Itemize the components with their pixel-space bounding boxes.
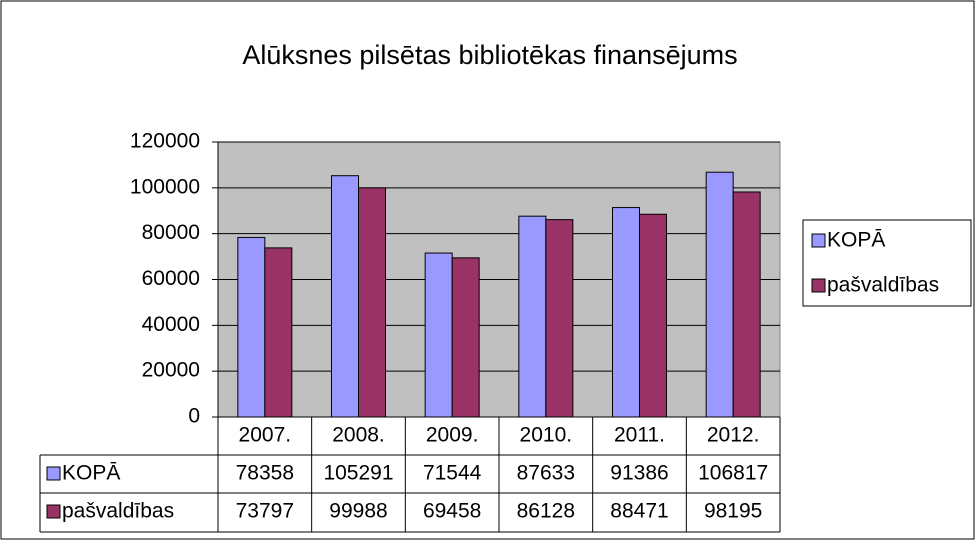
table-legend-key	[46, 466, 61, 481]
table-value: 106817	[698, 462, 768, 485]
table-value: 87633	[517, 462, 575, 485]
bar	[545, 219, 574, 418]
table-value: 71544	[423, 462, 482, 485]
table-row-label: pašvaldības	[62, 500, 174, 523]
table-row-label: KOPĀ	[62, 462, 120, 485]
bar	[331, 175, 359, 418]
table-value: 99988	[329, 500, 387, 523]
bar	[358, 187, 386, 418]
x-tick-label: 2010.	[520, 424, 573, 447]
chart-title: Alūksnes pilsētas bibliotēkas finansējum…	[242, 40, 737, 70]
y-tick-label: 120000	[130, 130, 200, 153]
y-tick-label: 100000	[130, 175, 200, 198]
table-legend-key	[46, 504, 61, 519]
table-value: 78358	[236, 462, 294, 485]
table-value: 91386	[610, 462, 668, 485]
legend-box	[802, 219, 972, 307]
legend-key	[811, 278, 826, 293]
bar	[518, 215, 547, 418]
bar	[451, 257, 480, 418]
x-tick-label: 2012.	[707, 424, 760, 447]
x-tick-label: 2011.	[614, 424, 665, 447]
y-tick-label: 0	[188, 405, 200, 428]
y-tick-label: 60000	[142, 267, 200, 290]
bar	[639, 213, 667, 418]
x-tick-label: 2008.	[332, 424, 385, 447]
bar	[237, 236, 266, 418]
bar	[732, 191, 761, 418]
table-value: 105291	[323, 462, 393, 485]
y-tick-label: 40000	[142, 313, 200, 336]
y-tick-label: 80000	[142, 221, 200, 244]
y-tick-label: 20000	[142, 359, 200, 382]
table-value: 98195	[704, 500, 762, 523]
table-value: 73797	[236, 500, 294, 523]
x-tick-label: 2007.	[239, 424, 292, 447]
table-value: 86128	[517, 500, 575, 523]
bar	[424, 252, 453, 418]
x-tick-label: 2009.	[426, 424, 479, 447]
legend-label: KOPĀ	[827, 229, 885, 252]
bar	[612, 207, 640, 418]
bar	[705, 171, 734, 418]
bar	[264, 247, 293, 418]
table-value: 88471	[610, 500, 668, 523]
legend-label: pašvaldības	[827, 274, 939, 297]
legend-key	[811, 233, 826, 248]
table-value: 69458	[423, 500, 481, 523]
